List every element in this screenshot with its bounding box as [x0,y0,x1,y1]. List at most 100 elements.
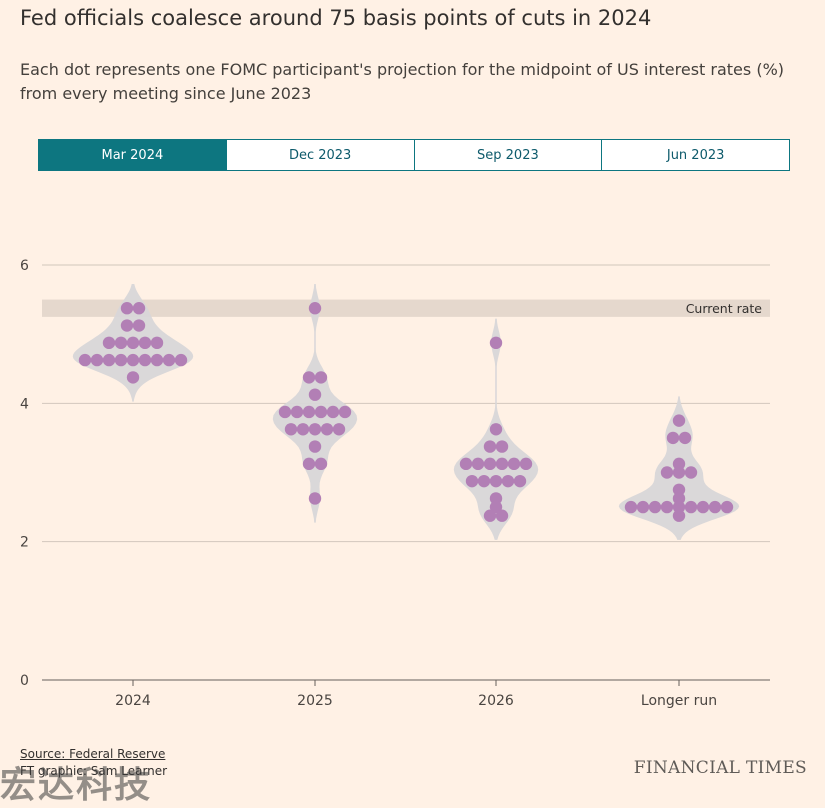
projection-dot [78,353,92,367]
projection-dot [308,302,322,315]
violin-shape [272,284,358,523]
projection-dot [290,405,304,419]
tab-jun-2023[interactable]: Jun 2023 [602,139,790,171]
projection-dot [513,474,527,488]
projection-dot [483,509,497,522]
projection-dot [120,319,134,332]
projection-dot [338,405,352,419]
projection-dot [132,319,146,332]
projection-dot [489,492,503,505]
projection-dot [684,466,698,479]
projection-dot [696,500,710,514]
chart-subtitle: Each dot represents one FOMC participant… [20,60,785,103]
projection-dot [150,336,164,350]
projection-dot [483,457,497,471]
projection-dot [489,423,503,436]
x-tick-label: Longer run [641,693,717,709]
projection-dot [162,353,176,367]
projection-dot [302,457,316,471]
tab-dec-2023[interactable]: Dec 2023 [226,139,415,171]
projection-dot [519,457,533,471]
projection-dot [308,388,322,401]
projection-dot [465,474,479,488]
projection-dot [150,353,164,367]
projection-dot [648,500,662,514]
tab-sep-2023[interactable]: Sep 2023 [414,139,603,171]
current-rate-label: Current rate [686,301,763,316]
projection-dot [660,500,674,514]
projection-dot [296,423,310,436]
projection-dot [314,371,328,384]
projection-dot [672,483,686,496]
projection-dot [126,371,140,384]
dot-plot-chart: 0 2 4 6 Current rate 2024 2025 2026 Longer run [20,258,770,709]
projection-dot [308,423,322,436]
y-tick-label: 0 [20,673,29,689]
y-tick-label: 6 [20,258,29,274]
projection-dot [132,302,146,315]
projection-dot [672,492,686,505]
projection-dot [302,405,316,419]
projection-dot [90,353,104,367]
projection-dot [126,353,140,367]
projection-dot [114,336,128,350]
projection-dot [678,431,692,445]
projection-dot [326,405,340,419]
projection-dot [489,500,503,514]
projection-dot [320,423,334,436]
projection-dot [672,414,686,427]
projection-dot [302,371,316,384]
projection-dot [314,405,328,419]
projection-dot [102,353,116,367]
projection-dot [495,457,509,471]
projection-dot [483,440,497,453]
projection-dot [126,336,140,350]
projection-dot [120,302,134,315]
projection-dot [672,457,686,471]
source-line[interactable]: Source: Federal Reserve [20,747,166,761]
projection-dot [672,509,686,522]
projection-dot [471,457,485,471]
projection-dot [507,457,521,471]
x-tick-label: 2025 [297,693,333,709]
projection-dot [477,474,491,488]
projection-dot [489,336,503,350]
projection-dot [495,509,509,522]
projection-dot [672,466,686,479]
projection-dot [114,353,128,367]
projection-dot [102,336,116,350]
x-tick-label: 2024 [115,693,151,709]
projection-dot [495,440,509,453]
projection-dot [314,457,328,471]
credit-line: FT graphic: Sam Learner [20,764,168,778]
tab-mar-2024[interactable]: Mar 2024 [38,139,227,171]
projection-dot [660,466,674,479]
projection-dot [284,423,298,436]
projection-dot [672,500,686,514]
current-rate-band [42,299,770,317]
meeting-tabs: Mar 2024 Dec 2023 Sep 2023 Jun 2023 [38,139,790,171]
y-tick-label: 4 [20,396,29,412]
source-note: Source: Federal Reserve FT graphic: Sam … [20,746,167,780]
projection-dot [684,500,698,514]
projection-dot [708,500,722,514]
chart-title: Fed officials coalesce around 75 basis p… [20,6,652,30]
y-tick-label: 2 [20,535,29,551]
projection-dot [308,492,322,505]
projection-dot [308,440,322,453]
projection-dot [501,474,515,488]
projection-dot [720,500,734,514]
ft-logo: FINANCIAL TIMES [633,758,807,778]
x-tick-label: 2026 [478,693,514,709]
projection-dot [624,500,638,514]
projection-dot [138,353,152,367]
projection-dot [174,353,188,367]
projection-dot [332,423,346,436]
projection-dot [459,457,473,471]
projection-dot [636,500,650,514]
projection-dot [138,336,152,350]
watermark: 宏达科技 [0,765,153,806]
projection-dot [666,431,680,445]
projection-dot [489,474,503,488]
projection-dot [278,405,292,419]
